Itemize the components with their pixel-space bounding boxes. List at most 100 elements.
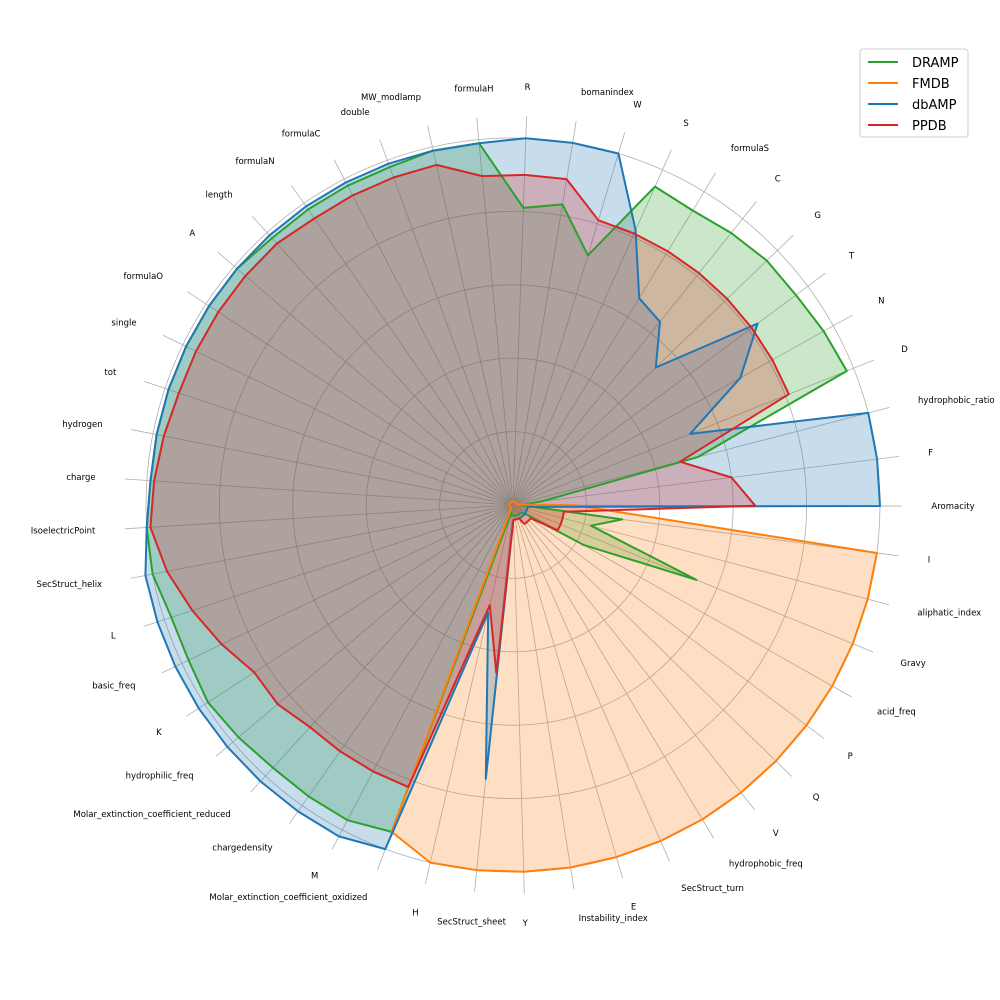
axis-label: Molar_extinction_coefficient_oxidized bbox=[209, 893, 367, 903]
axis-label: V bbox=[773, 829, 779, 839]
axis-label: F bbox=[928, 449, 933, 459]
axis-label: bomanindex bbox=[581, 88, 634, 98]
axis-label: chargedensity bbox=[212, 844, 272, 854]
axis-label: K bbox=[156, 728, 162, 738]
grid-spoke bbox=[512, 132, 626, 506]
axis-label: basic_freq bbox=[92, 682, 135, 692]
grid-spoke bbox=[512, 504, 670, 862]
axis-label: charge bbox=[66, 473, 95, 483]
legend: DRAMP FMDB dbAMP PPDB bbox=[859, 48, 969, 138]
grid-spoke bbox=[124, 478, 514, 506]
axis-label: P bbox=[848, 752, 853, 762]
grid-spoke bbox=[512, 272, 826, 506]
grid-spoke bbox=[162, 334, 514, 506]
grid-spoke bbox=[512, 314, 853, 506]
axis-label: IsoelectricPoint bbox=[31, 527, 96, 537]
legend-label: PPDB bbox=[912, 119, 947, 134]
axis-label: N bbox=[878, 297, 884, 307]
series-line-ppdb bbox=[149, 163, 790, 789]
grid-spoke bbox=[143, 504, 514, 627]
grid-spoke bbox=[250, 504, 514, 793]
grid-spoke bbox=[217, 251, 514, 506]
grid-spoke bbox=[512, 201, 757, 506]
axis-label: formulaC bbox=[282, 130, 321, 140]
axis-label: MW_modlamp bbox=[361, 93, 421, 103]
grid-spoke bbox=[187, 291, 514, 506]
axis-label: Gravy bbox=[900, 659, 925, 669]
legend-label: DRAMP bbox=[912, 56, 959, 71]
axis-label: Molar_extinction_coefficient_reduced bbox=[73, 810, 230, 820]
axis-label: R bbox=[525, 83, 531, 93]
radar-series bbox=[144, 137, 881, 873]
grid-spoke bbox=[161, 504, 514, 674]
grid-spoke bbox=[512, 407, 890, 506]
grid-spoke bbox=[512, 504, 792, 777]
axis-label: formulaO bbox=[124, 272, 164, 282]
grid-spoke bbox=[512, 455, 900, 506]
axis-label: G bbox=[814, 211, 821, 221]
axis-label: tot bbox=[104, 368, 117, 378]
grid-spoke bbox=[251, 216, 514, 506]
grid-spoke bbox=[512, 504, 890, 606]
grid-spoke bbox=[476, 117, 514, 506]
grid-spoke bbox=[512, 149, 672, 506]
axis-label: SecStruct_helix bbox=[37, 580, 103, 590]
legend-label: FMDB bbox=[912, 77, 950, 92]
axis-label: SecStruct_sheet bbox=[437, 917, 506, 927]
grid-spoke bbox=[512, 116, 527, 506]
grid-spoke bbox=[512, 172, 716, 506]
legend-label: dbAMP bbox=[912, 98, 957, 113]
axis-label: W bbox=[633, 100, 642, 110]
grid-spoke bbox=[289, 504, 514, 824]
axis-label: double bbox=[341, 108, 370, 118]
grid-spoke bbox=[379, 139, 514, 506]
axis-label: hydrophobic_ratio bbox=[918, 396, 995, 406]
axis-label: single bbox=[111, 318, 136, 328]
grid-ring bbox=[365, 357, 661, 653]
grid-ring bbox=[292, 284, 734, 726]
grid-spoke bbox=[512, 234, 794, 506]
axis-label: formulaS bbox=[731, 144, 769, 154]
axis-label: Aromacity bbox=[931, 502, 974, 512]
grid-spoke bbox=[215, 504, 514, 757]
axis-label: D bbox=[901, 345, 908, 355]
grid-spoke bbox=[124, 504, 514, 530]
axis-label: formulaN bbox=[235, 157, 274, 167]
grid-spoke bbox=[512, 504, 525, 894]
grid-spoke bbox=[144, 380, 514, 506]
axis-label: hydrophilic_freq bbox=[126, 771, 194, 781]
axis-label: C bbox=[775, 175, 781, 185]
grid-spoke bbox=[331, 504, 514, 850]
axis-label: length bbox=[206, 191, 233, 201]
grid-spoke bbox=[131, 429, 514, 506]
axis-label: SecStruct_turn bbox=[681, 884, 744, 894]
series-area-ppdb bbox=[150, 164, 789, 788]
axis-label: formulaH bbox=[454, 84, 493, 94]
axis-label: S bbox=[683, 119, 688, 129]
grid-spoke bbox=[424, 504, 514, 885]
axis-label: Q bbox=[813, 793, 820, 803]
axis-label: I bbox=[928, 556, 931, 566]
axis-label: acid_freq bbox=[877, 707, 916, 717]
series-area-dbamp bbox=[145, 138, 880, 850]
legend-box bbox=[859, 48, 969, 138]
grid-spoke bbox=[427, 125, 514, 506]
grid-spoke bbox=[291, 185, 514, 506]
axis-label: hydrophobic_freq bbox=[729, 859, 803, 869]
axis-label: H bbox=[412, 909, 418, 919]
series-area-dramp bbox=[146, 143, 847, 832]
grid-spoke bbox=[512, 504, 825, 739]
grid-spoke bbox=[512, 504, 755, 811]
grid-spoke bbox=[512, 121, 577, 506]
grid-ring bbox=[218, 210, 808, 800]
grid-spoke bbox=[512, 504, 575, 890]
grid-spoke bbox=[512, 504, 715, 839]
series-line-fmdb bbox=[390, 500, 878, 873]
axis-label: M bbox=[311, 871, 318, 881]
grid-spoke bbox=[512, 504, 624, 879]
axis-label: E bbox=[631, 902, 636, 912]
axis-label: Y bbox=[522, 919, 529, 929]
